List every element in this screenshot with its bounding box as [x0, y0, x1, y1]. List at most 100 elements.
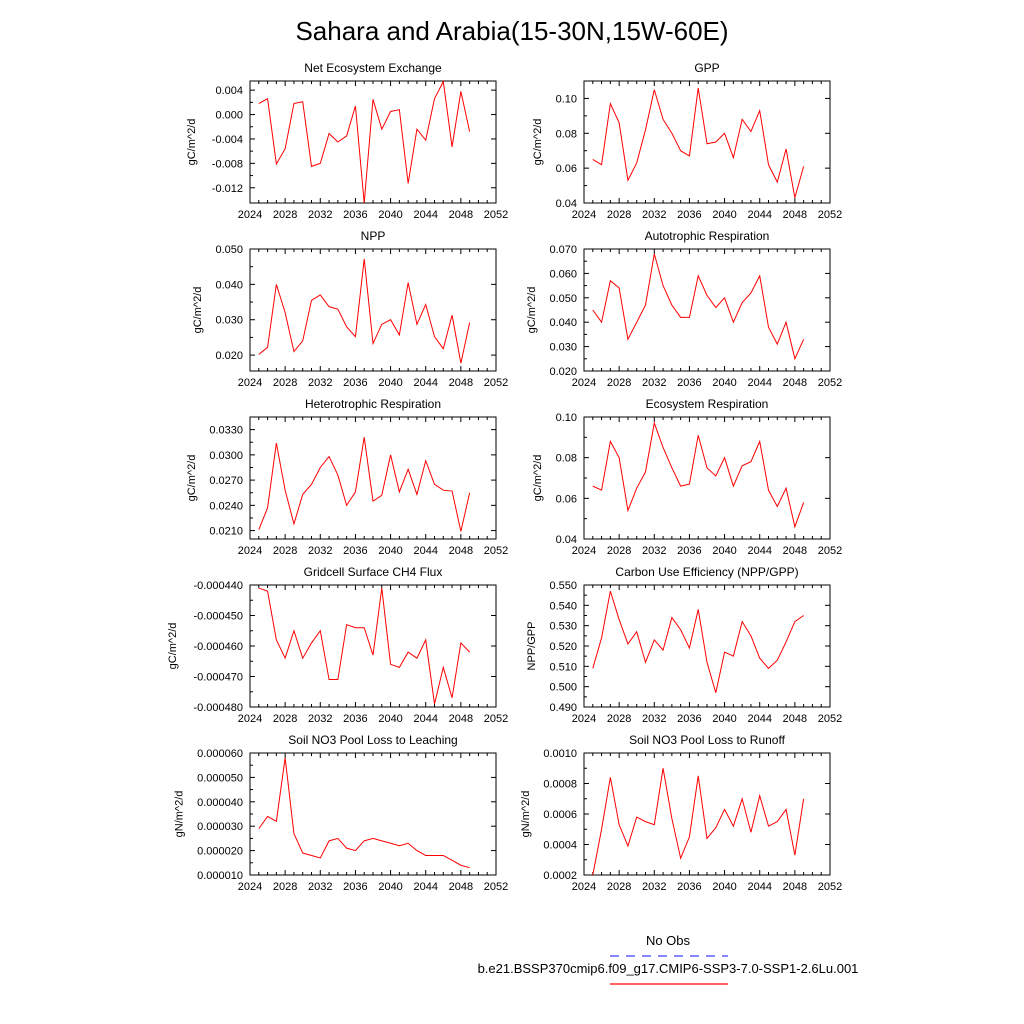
x-tick-label: 2024 — [572, 545, 596, 557]
y-tick-label: 0.0010 — [543, 748, 577, 760]
x-tick-label: 2048 — [449, 377, 473, 389]
y-tick-label: 0.0008 — [543, 779, 577, 791]
x-tick-label: 2040 — [712, 713, 736, 725]
y-axis-label: NPP/GPP — [526, 622, 538, 671]
series-line — [258, 79, 471, 204]
panel-title: NPP — [361, 229, 386, 243]
y-tick-label: 0.020 — [215, 350, 243, 362]
x-tick-label: 2048 — [449, 713, 473, 725]
x-tick-label: 2052 — [818, 209, 842, 221]
x-tick-label: 2044 — [413, 545, 437, 557]
x-tick-label: 2044 — [413, 881, 437, 893]
y-tick-label: 0.08 — [556, 128, 577, 140]
x-tick-label: 2032 — [308, 881, 332, 893]
x-tick-label: 2024 — [572, 209, 596, 221]
y-axis-label: gC/m^2/d — [526, 287, 538, 334]
x-tick-label: 2032 — [308, 713, 332, 725]
panel-title: Soil NO3 Pool Loss to Leaching — [288, 733, 457, 747]
y-tick-label: -0.004 — [212, 134, 243, 146]
y-tick-label: 0.040 — [549, 317, 577, 329]
x-tick-label: 2048 — [783, 209, 807, 221]
panel-title: Heterotrophic Respiration — [305, 397, 441, 411]
y-tick-label: 0.000050 — [197, 772, 243, 784]
y-tick-label: 0.0300 — [209, 450, 243, 462]
x-tick-label: 2032 — [642, 209, 666, 221]
y-tick-label: 0.06 — [556, 493, 577, 505]
x-tick-label: 2036 — [343, 377, 367, 389]
y-tick-label: 0.08 — [556, 453, 577, 465]
x-tick-label: 2024 — [238, 377, 262, 389]
series-line — [258, 757, 470, 869]
series-line — [258, 587, 471, 705]
x-tick-label: 2036 — [677, 713, 701, 725]
y-axis-label: gC/m^2/d — [192, 287, 204, 334]
y-tick-label: 0.030 — [215, 315, 243, 327]
x-tick-label: 2048 — [783, 377, 807, 389]
x-tick-label: 2048 — [449, 545, 473, 557]
y-tick-label: 0.10 — [556, 412, 577, 424]
y-tick-label: -0.000470 — [193, 672, 243, 684]
x-tick-label: 2040 — [712, 545, 736, 557]
panel-title: GPP — [694, 61, 719, 75]
y-axis-label: gC/m^2/d — [532, 119, 544, 166]
y-axis-label: gC/m^2/d — [186, 119, 198, 166]
x-tick-label: 2044 — [747, 209, 771, 221]
x-tick-label: 2040 — [712, 209, 736, 221]
chart-panel: Gridcell Surface CH4 Flux 2024 2028 2032 203… — [167, 565, 508, 725]
y-tick-label: 0.004 — [215, 85, 243, 97]
x-tick-label: 2040 — [712, 377, 736, 389]
x-tick-label: 2024 — [238, 713, 262, 725]
y-tick-label: 0.070 — [549, 244, 577, 256]
series-line — [258, 258, 471, 364]
x-tick-label: 2044 — [413, 209, 437, 221]
series-line — [258, 437, 471, 532]
x-tick-label: 2052 — [484, 545, 508, 557]
chart-panel: Soil NO3 Pool Loss to Leaching 2024 2028 20… — [173, 733, 508, 893]
series-line — [592, 87, 805, 198]
y-axis-label: gN/m^2/d — [520, 791, 532, 838]
chart-panel: Autotrophic Respiration 2024 2028 2032 2036 2… — [526, 229, 842, 389]
x-tick-label: 2028 — [607, 209, 631, 221]
x-tick-label: 2036 — [677, 881, 701, 893]
x-tick-label: 2024 — [572, 713, 596, 725]
y-tick-label: 0.06 — [556, 163, 577, 175]
x-tick-label: 2036 — [677, 209, 701, 221]
x-tick-label: 2044 — [747, 881, 771, 893]
x-tick-label: 2028 — [273, 209, 297, 221]
series-line — [592, 421, 805, 529]
y-tick-label: 0.000020 — [197, 846, 243, 858]
x-tick-label: 2044 — [747, 713, 771, 725]
x-tick-label: 2028 — [273, 377, 297, 389]
y-tick-label: -0.008 — [212, 158, 243, 170]
x-tick-label: 2024 — [572, 377, 596, 389]
x-tick-label: 2052 — [484, 713, 508, 725]
x-tick-label: 2032 — [308, 209, 332, 221]
x-tick-label: 2040 — [378, 377, 402, 389]
y-tick-label: 0.10 — [556, 93, 577, 105]
x-tick-label: 2048 — [449, 881, 473, 893]
y-tick-label: 0.500 — [549, 682, 577, 694]
y-tick-label: 0.550 — [549, 580, 577, 592]
y-tick-label: -0.000440 — [193, 580, 243, 592]
chart-panel: Carbon Use Efficiency (NPP/GPP) 2024 2028 2… — [526, 565, 842, 725]
plot-frame — [249, 584, 497, 708]
y-tick-label: 0.000 — [215, 110, 243, 122]
y-tick-label: 0.040 — [215, 279, 243, 291]
y-tick-label: 0.530 — [549, 621, 577, 633]
y-tick-label: 0.000030 — [197, 821, 243, 833]
chart-panel: Ecosystem Respiration 2024 2028 2032 2036 204… — [532, 397, 842, 557]
panel-title: Gridcell Surface CH4 Flux — [304, 565, 443, 579]
legend: No Obs b.e21.BSSP370cmip6.f09_g17.CMIP6-… — [478, 933, 858, 985]
y-tick-label: 0.0210 — [209, 526, 243, 538]
y-tick-label: 0.060 — [549, 268, 577, 280]
x-tick-label: 2028 — [273, 881, 297, 893]
y-tick-label: 0.0330 — [209, 425, 243, 437]
figure-title: Sahara and Arabia(15-30N,15W-60E) — [295, 16, 728, 46]
y-tick-label: 0.490 — [549, 702, 577, 714]
x-tick-label: 2040 — [378, 713, 402, 725]
x-tick-label: 2048 — [783, 881, 807, 893]
x-tick-label: 2032 — [642, 545, 666, 557]
panel-title: Net Ecosystem Exchange — [304, 61, 442, 75]
x-tick-label: 2024 — [238, 881, 262, 893]
y-tick-label: 0.000060 — [197, 748, 243, 760]
